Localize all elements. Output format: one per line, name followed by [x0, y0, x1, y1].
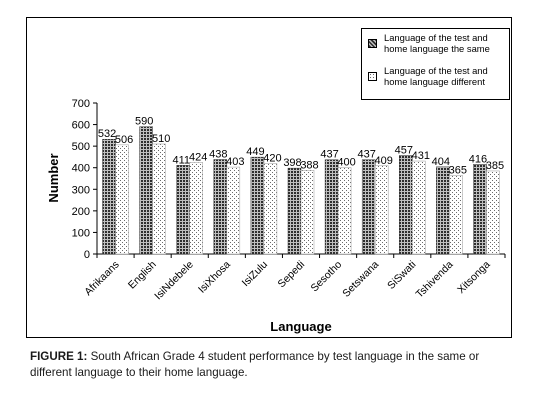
x-tick-label: Afrikaans: [82, 259, 121, 298]
x-axis-title: Language: [270, 319, 331, 334]
y-tick-label: 0: [84, 249, 90, 261]
value-label-different: 506: [115, 134, 133, 146]
y-axis-title: Number: [46, 153, 61, 202]
x-tick-label: IsiNdebele: [152, 259, 196, 303]
value-label-same: 590: [135, 116, 153, 128]
value-label-same: 416: [469, 153, 487, 165]
legend: Language of the test and home language t…: [361, 28, 510, 100]
value-label-different: 431: [412, 150, 430, 162]
bar-same-language: [213, 159, 228, 255]
value-label-same: 398: [283, 157, 301, 169]
bar-different-language: [300, 170, 315, 255]
figure-caption: FIGURE 1: South African Grade 4 student …: [30, 349, 520, 380]
y-tick-label: 200: [72, 206, 90, 218]
value-label-different: 403: [226, 156, 244, 168]
value-label-different: 409: [375, 155, 393, 167]
value-label-different: 424: [189, 152, 207, 164]
y-tick-label: 100: [72, 227, 90, 239]
bar-different-language: [152, 143, 166, 255]
y-tick-label: 600: [72, 120, 90, 132]
legend-label-different: Language of the test and home language d…: [384, 65, 488, 87]
bar-different-language: [374, 165, 389, 255]
caption-label: FIGURE 1:: [30, 350, 88, 363]
bar-different-language: [449, 175, 463, 255]
value-label-different: 400: [337, 157, 355, 169]
legend-swatch-dark: [368, 39, 377, 48]
value-label-different: 365: [449, 164, 467, 176]
bar-same-language: [361, 159, 376, 255]
bar-different-language: [412, 160, 426, 255]
y-tick-label: 400: [72, 163, 90, 175]
legend-label-same: Language of the test and home language t…: [384, 32, 490, 54]
x-tick-label: IsiZulu: [240, 259, 270, 289]
x-tick-label: SiSwati: [385, 259, 418, 292]
x-tick-label: IsiXhosa: [196, 259, 233, 296]
value-label-same: 449: [246, 146, 264, 158]
bar-different-language: [115, 144, 129, 255]
bar-same-language: [250, 156, 265, 255]
bar-same-language: [399, 155, 413, 255]
legend-swatch-light: [368, 72, 377, 81]
caption-text: South African Grade 4 student performanc…: [30, 350, 480, 379]
x-tick-label: Setswana: [340, 259, 381, 300]
bar-same-language: [102, 138, 116, 255]
value-label-same: 532: [98, 128, 116, 140]
bar-different-language: [337, 167, 352, 255]
bar-different-language: [486, 170, 500, 255]
bar-different-language: [226, 166, 241, 255]
value-label-same: 437: [358, 149, 376, 161]
y-tick-label: 300: [72, 184, 90, 196]
bar-different-language: [263, 163, 278, 255]
x-tick-label: Sesotho: [308, 259, 344, 295]
y-tick-label: 500: [72, 141, 90, 153]
value-label-different: 388: [300, 159, 318, 171]
value-label-different: 420: [263, 152, 281, 164]
bar-same-language: [287, 167, 302, 255]
bar-same-language: [436, 166, 450, 255]
value-label-different: 385: [486, 160, 504, 172]
x-tick-label: English: [126, 259, 159, 292]
bar-same-language: [324, 159, 339, 255]
bar-different-language: [189, 162, 203, 255]
bar-same-language: [473, 164, 487, 255]
value-label-same: 437: [320, 149, 338, 161]
value-label-same: 438: [209, 149, 227, 161]
value-label-same: 411: [172, 154, 190, 166]
bar-same-language: [139, 126, 153, 255]
x-tick-label: Tshivenda: [414, 259, 456, 301]
value-label-different: 510: [152, 133, 170, 145]
value-label-same: 457: [395, 144, 413, 156]
x-tick-label: Sepedi: [276, 259, 308, 291]
value-label-same: 404: [432, 156, 450, 168]
x-tick-label: Xitsonga: [455, 259, 492, 296]
y-tick-label: 700: [72, 98, 90, 110]
bar-same-language: [176, 165, 190, 255]
